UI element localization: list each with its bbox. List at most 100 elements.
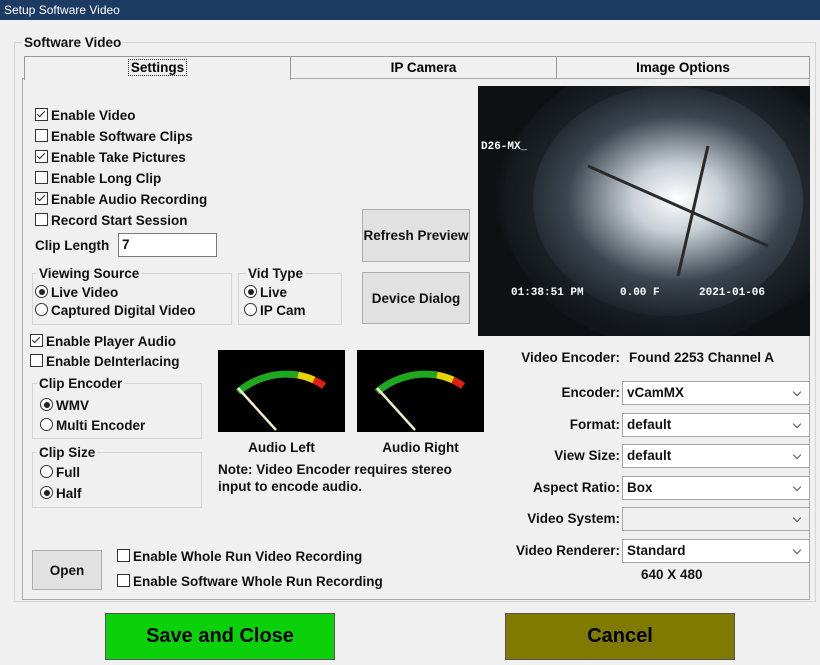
tab-label: Settings <box>127 59 188 76</box>
radio-option[interactable]: Multi Encoder <box>40 418 145 433</box>
field-label: Aspect Ratio: <box>532 479 620 495</box>
combo-box[interactable]: Box <box>622 475 810 500</box>
radio-option[interactable]: Full <box>40 465 80 480</box>
field-label: Video Renderer: <box>515 543 620 558</box>
check-option[interactable]: Enable Take Pictures <box>35 150 186 165</box>
audio-meter <box>218 350 345 432</box>
group-title: Viewing Source <box>37 266 142 281</box>
overlay-text: 0.00 F <box>620 287 660 299</box>
checkbox[interactable] <box>117 574 130 587</box>
check-option[interactable]: Enable DeInterlacing <box>30 354 180 369</box>
radio[interactable] <box>40 418 53 431</box>
checkbox[interactable] <box>35 108 48 121</box>
checkbox[interactable] <box>35 213 48 226</box>
radio-option[interactable]: Live Video <box>35 285 118 300</box>
check-option[interactable]: Enable Software Clips <box>35 129 193 144</box>
checkbox[interactable] <box>35 129 48 142</box>
note: Note: Video Encoder requires stereo inpu… <box>218 462 452 494</box>
check-option[interactable]: Enable Software Whole Run Recording <box>117 574 383 589</box>
device-button[interactable]: Device Dialog <box>362 272 470 324</box>
radio-option[interactable]: Live <box>244 285 287 300</box>
label: Live <box>260 285 288 300</box>
radio[interactable] <box>40 486 53 499</box>
field-label: Encoder: <box>561 385 620 400</box>
field-label: Format: <box>569 416 620 432</box>
radio[interactable] <box>40 398 53 411</box>
label: Enable Take Pictures <box>51 150 186 165</box>
field-label: View Size: <box>554 448 620 464</box>
label: Full <box>56 465 80 480</box>
radio-option[interactable]: IP Cam <box>244 303 306 318</box>
tab[interactable]: Image Options <box>556 56 810 79</box>
checkbox[interactable] <box>35 171 48 184</box>
overlay-text: 2021-01-06 <box>699 287 765 299</box>
radio[interactable] <box>244 285 257 298</box>
combo-box[interactable]: vCamMX <box>622 381 810 405</box>
cancel-button[interactable]: Cancel <box>505 613 735 660</box>
group-title: Clip Encoder <box>37 376 125 391</box>
check-option[interactable]: Enable Whole Run Video Recording <box>117 549 362 564</box>
checkbox[interactable] <box>35 150 48 163</box>
checkbox[interactable] <box>30 354 43 367</box>
field-label: Video Encoder: <box>521 350 620 365</box>
group-title: Software Video <box>22 35 124 50</box>
tab[interactable]: Settings <box>24 56 291 80</box>
video-preview: D26-MX_ 01:38:51 PM 0.00 F 2021-01-06 <box>478 86 810 336</box>
title-bar: Setup Software Video <box>0 0 820 20</box>
radio[interactable] <box>35 285 48 298</box>
refresh-button[interactable]: Refresh Preview <box>362 209 470 262</box>
radio-option[interactable]: Captured Digital Video <box>35 303 196 318</box>
check-option[interactable]: Enable Video <box>35 108 136 123</box>
radio[interactable] <box>244 303 257 316</box>
checkbox[interactable] <box>30 334 43 347</box>
label: Multi Encoder <box>56 418 146 433</box>
save-button[interactable]: Save and Close <box>105 613 335 660</box>
field-value: Found 2253 Channel A <box>629 350 775 365</box>
combo-box[interactable] <box>622 507 810 532</box>
clip-length-label: Clip Length <box>35 238 110 253</box>
label: Half <box>56 486 82 501</box>
check-option[interactable]: Record Start Session <box>35 213 188 228</box>
label: Enable Long Clip <box>51 171 162 186</box>
combo-box[interactable]: default <box>622 444 810 469</box>
meter-label: Audio Right <box>382 440 459 455</box>
radio[interactable] <box>35 303 48 316</box>
pipe-crack <box>587 145 769 277</box>
group-title: Clip Size <box>37 445 98 460</box>
radio-option[interactable]: WMV <box>40 398 89 413</box>
label: Live Video <box>51 285 119 300</box>
label: Enable Whole Run Video Recording <box>133 549 363 564</box>
combo-box[interactable]: Standard <box>622 539 810 563</box>
overlay-text: 01:38:51 PM <box>511 287 584 299</box>
field-label: Video System: <box>527 511 620 527</box>
pipe-wall <box>503 86 810 336</box>
group-title: Vid Type <box>246 266 306 281</box>
open-button[interactable]: Open <box>32 550 102 590</box>
check-option[interactable]: Enable Player Audio <box>30 334 176 349</box>
check-option[interactable]: Enable Long Clip <box>35 171 161 186</box>
combo-box[interactable]: default <box>622 412 810 437</box>
tab[interactable]: IP Camera <box>290 56 557 79</box>
label: IP Cam <box>260 303 306 318</box>
label: Enable DeInterlacing <box>46 354 180 369</box>
overlay-text: D26-MX_ <box>481 141 528 153</box>
label: Enable Audio Recording <box>51 192 208 207</box>
clip-length-input[interactable]: 7 <box>118 233 217 257</box>
audio-meter <box>357 350 484 432</box>
meter-label: Audio Left <box>248 440 315 455</box>
label: WMV <box>56 398 89 413</box>
radio[interactable] <box>40 465 53 478</box>
resolution: 640 X 480 <box>641 567 703 582</box>
label: Record Start Session <box>51 213 188 228</box>
label: Enable Software Whole Run Recording <box>133 574 383 589</box>
label: Captured Digital Video <box>51 303 196 318</box>
group-box <box>14 42 816 602</box>
radio-option[interactable]: Half <box>40 486 82 501</box>
checkbox[interactable] <box>35 192 48 205</box>
label: Enable Video <box>51 108 136 123</box>
check-option[interactable]: Enable Audio Recording <box>35 192 207 207</box>
label: Enable Software Clips <box>51 129 193 144</box>
label: Enable Player Audio <box>46 334 177 349</box>
checkbox[interactable] <box>117 549 130 562</box>
